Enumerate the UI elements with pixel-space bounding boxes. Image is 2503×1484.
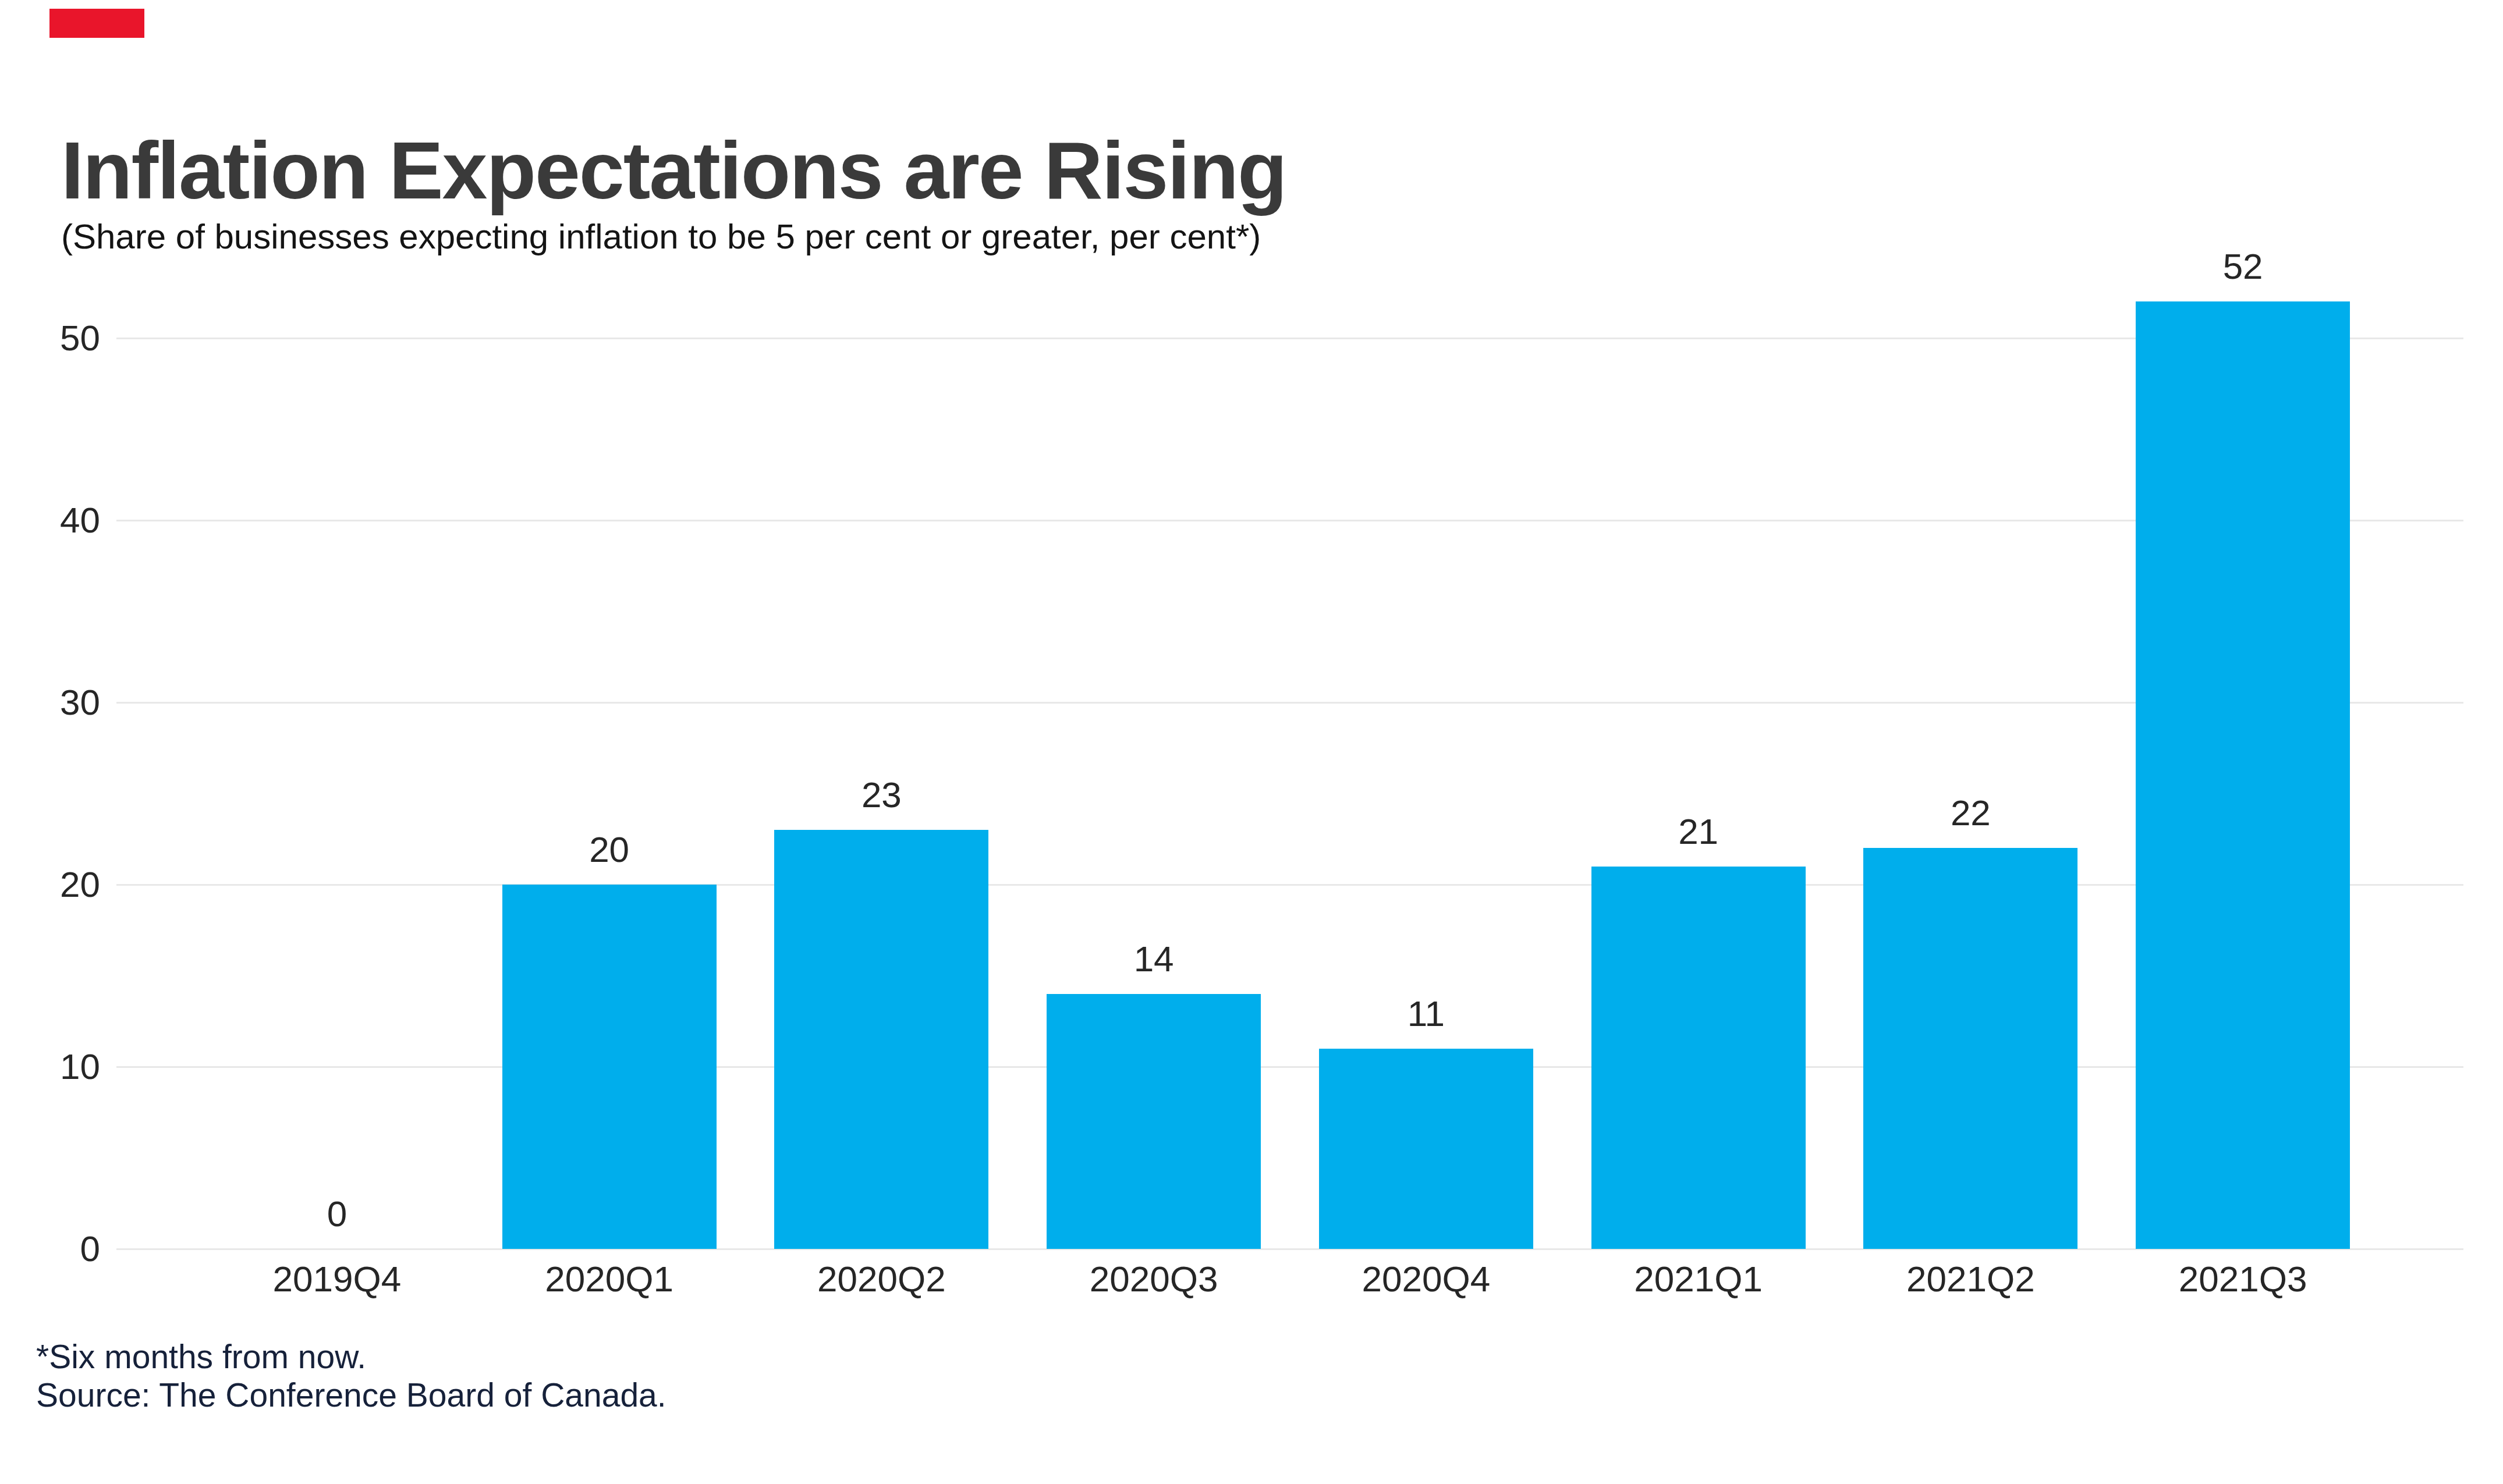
bar-value-label: 0: [201, 1193, 473, 1235]
bar-value-label: 52: [2107, 246, 2379, 287]
gridline-y-10: [116, 1066, 2463, 1068]
chart-subtitle: (Share of businesses expecting inflation…: [61, 216, 1261, 257]
y-axis-tick-label: 30: [0, 681, 100, 723]
gridline-y-30: [116, 702, 2463, 704]
x-axis-tick-label: 2020Q1: [473, 1258, 746, 1300]
gridline-y-20: [116, 884, 2463, 886]
y-axis-tick-label: 20: [0, 864, 100, 906]
bar-2020Q4: [1319, 1049, 1533, 1249]
x-axis-tick-label: 2020Q2: [746, 1258, 1018, 1300]
bar-2021Q3: [2136, 301, 2350, 1249]
x-axis-tick-label: 2021Q3: [2107, 1258, 2379, 1300]
x-axis-tick-label: 2020Q3: [1017, 1258, 1290, 1300]
x-axis-tick-label: 2019Q4: [201, 1258, 473, 1300]
footnote-asterisk-note: *Six months from now.: [36, 1337, 366, 1376]
bar-value-label: 23: [746, 774, 1018, 816]
x-axis-tick-label: 2021Q2: [1835, 1258, 2107, 1300]
bar-value-label: 11: [1290, 993, 1562, 1035]
chart-canvas: Inflation Expectations are Rising (Share…: [0, 0, 2503, 1484]
gridline-y-50: [116, 338, 2463, 339]
x-axis-tick-label: 2021Q1: [1562, 1258, 1835, 1300]
bar-2020Q2: [774, 830, 988, 1249]
bar-2020Q1: [502, 885, 717, 1249]
bar-2020Q3: [1047, 994, 1261, 1249]
bar-value-label: 22: [1835, 792, 2107, 834]
bar-value-label: 21: [1562, 811, 1835, 853]
y-axis-tick-label: 10: [0, 1046, 100, 1088]
bar-2021Q2: [1863, 848, 2077, 1249]
bar-value-label: 14: [1017, 938, 1290, 980]
gridline-y-40: [116, 520, 2463, 521]
y-axis-tick-label: 50: [0, 317, 100, 359]
chart-title: Inflation Expectations are Rising: [61, 123, 1286, 218]
bar-value-label: 20: [473, 829, 746, 871]
footnote-source: Source: The Conference Board of Canada.: [36, 1376, 666, 1414]
x-axis-tick-label: 2020Q4: [1290, 1258, 1562, 1300]
y-axis-tick-label: 40: [0, 499, 100, 541]
x-axis-line: [116, 1248, 2463, 1250]
bar-2021Q1: [1591, 867, 1806, 1249]
brand-mark: [49, 9, 144, 38]
y-axis-tick-label: 0: [0, 1228, 100, 1270]
